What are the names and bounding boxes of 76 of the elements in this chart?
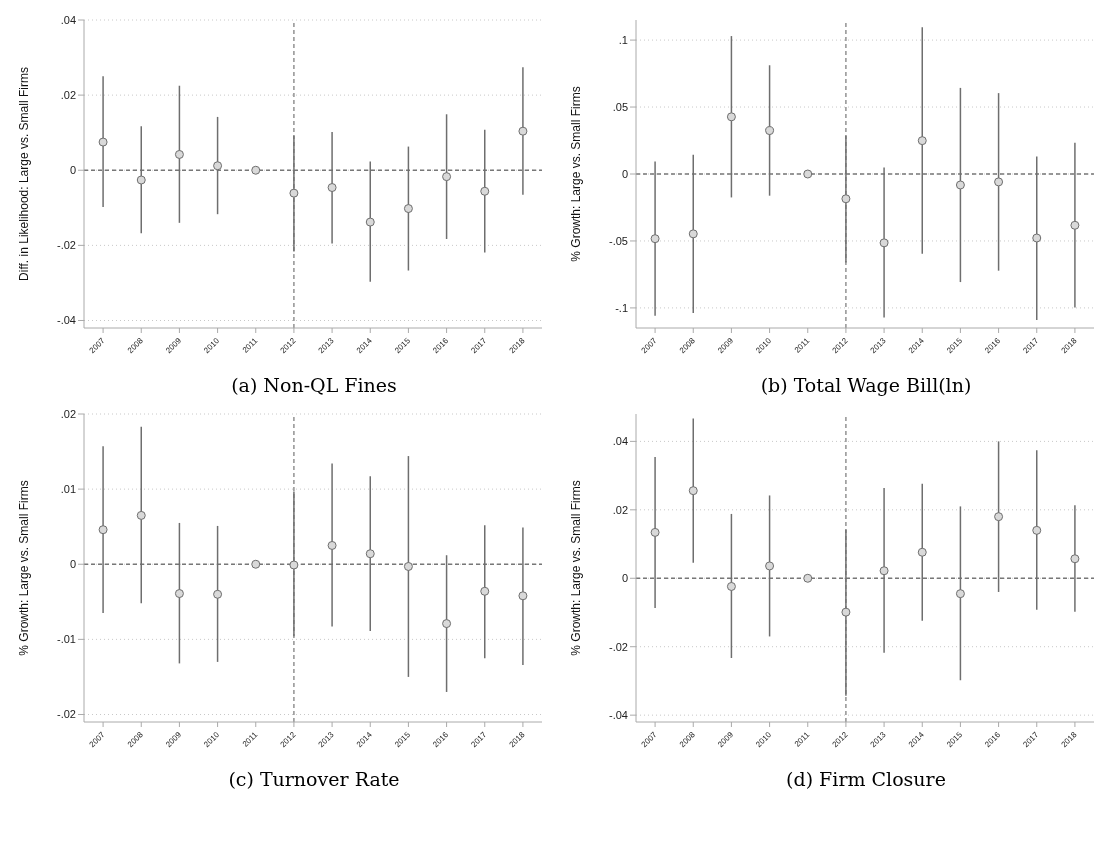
point [803, 573, 813, 583]
y-axis-title: % Growth: Large vs. Small Firms [17, 480, 32, 656]
y-tick-label: -.05 [609, 234, 628, 247]
point [879, 238, 889, 248]
point [289, 560, 299, 570]
point [518, 126, 528, 136]
point [213, 589, 223, 599]
point [955, 180, 965, 190]
text: (a) Non-QL Fines [230, 374, 398, 396]
point [841, 194, 851, 204]
point [518, 591, 528, 601]
point [726, 581, 736, 591]
point [1032, 233, 1042, 243]
y-tick-label: .04 [60, 13, 76, 26]
point [650, 234, 660, 244]
point [917, 547, 927, 557]
point [327, 183, 337, 193]
point [327, 540, 337, 550]
text: (d) Firm Closure [785, 768, 947, 790]
point [1070, 554, 1080, 564]
y-tick-label: -.02 [609, 640, 628, 653]
y-tick-label: .01 [60, 483, 76, 496]
point [480, 186, 490, 196]
point [136, 175, 146, 185]
point [98, 137, 108, 147]
y-tick-label: .1 [618, 33, 628, 46]
point [765, 126, 775, 136]
y-tick-label: .04 [612, 435, 628, 448]
point [803, 169, 813, 179]
point [251, 559, 261, 569]
y-tick-label: .05 [612, 100, 628, 113]
point [879, 566, 889, 576]
y-tick-label: 0 [69, 558, 76, 571]
point [365, 217, 375, 227]
point [403, 562, 413, 571]
point [98, 525, 108, 535]
point [1070, 220, 1080, 230]
point [174, 589, 184, 599]
point [136, 510, 146, 520]
text: (c) Turnover Rate [227, 768, 401, 790]
point [726, 112, 736, 122]
y-tick-label: .02 [612, 503, 628, 516]
point [917, 136, 927, 146]
y-axis-title: Diff. in Likelihood: Large vs. Small Firms [17, 67, 32, 281]
point [688, 229, 698, 239]
point [688, 486, 698, 496]
text: (b) Total Wage Bill(ln) [759, 374, 973, 396]
y-tick-label: 0 [69, 164, 76, 177]
y-tick-label: -.04 [57, 314, 76, 327]
point [442, 172, 452, 182]
y-axis-title: % Growth: Large vs. Small Firms [569, 86, 584, 262]
point [765, 561, 775, 571]
point [174, 149, 184, 159]
point [994, 177, 1004, 187]
point [841, 607, 851, 617]
point [403, 204, 413, 214]
point [1032, 525, 1042, 535]
point [365, 549, 375, 559]
y-tick-label: 0 [621, 572, 628, 585]
point [994, 512, 1004, 522]
point [650, 527, 660, 537]
point [289, 188, 299, 198]
y-tick-label: 0 [621, 167, 628, 180]
y-tick-label: -.02 [57, 239, 76, 252]
y-tick-label: -.1 [615, 301, 628, 314]
y-axis-title: % Growth: Large vs. Small Firms [569, 480, 584, 656]
y-tick-label: .02 [60, 89, 76, 102]
y-tick-label: .02 [60, 407, 76, 420]
point [251, 165, 261, 175]
y-tick-label: -.01 [57, 633, 76, 646]
point [213, 161, 223, 171]
point [955, 589, 965, 599]
y-tick-label: -.02 [57, 708, 76, 721]
y-tick-label: -.04 [609, 709, 628, 722]
point [442, 619, 452, 629]
point [480, 586, 490, 596]
